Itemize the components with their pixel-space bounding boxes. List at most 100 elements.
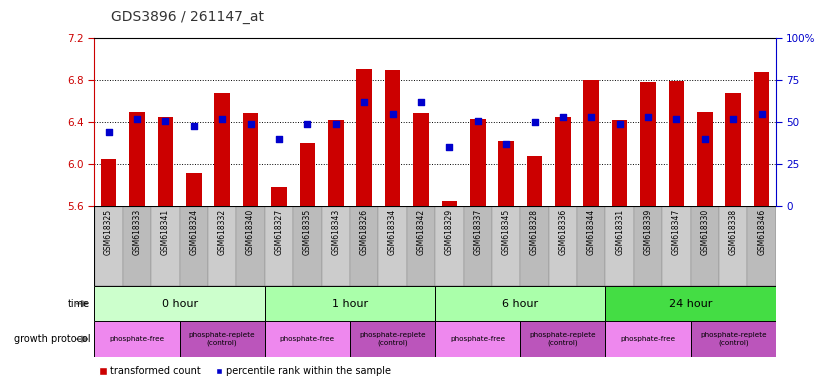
Point	[216, 116, 229, 122]
Text: GSM618347: GSM618347	[672, 209, 681, 255]
Text: GSM618344: GSM618344	[587, 209, 596, 255]
Point	[415, 99, 428, 105]
Bar	[101, 159, 117, 206]
Bar	[300, 143, 315, 206]
Bar	[151, 206, 180, 286]
Bar	[264, 206, 293, 286]
Bar	[378, 206, 406, 286]
Bar	[186, 172, 202, 206]
Bar	[697, 112, 713, 206]
Text: GDS3896 / 261147_at: GDS3896 / 261147_at	[111, 10, 264, 23]
Bar	[94, 321, 180, 357]
Point	[585, 114, 598, 120]
Text: GSM618329: GSM618329	[445, 209, 454, 255]
Text: GSM618333: GSM618333	[132, 209, 141, 255]
Text: GSM618343: GSM618343	[331, 209, 340, 255]
Text: GSM618332: GSM618332	[218, 209, 227, 255]
Text: GSM618342: GSM618342	[416, 209, 425, 255]
Bar	[470, 119, 485, 206]
Point	[158, 118, 172, 124]
Bar	[442, 201, 457, 206]
Bar	[158, 117, 173, 206]
Bar	[726, 93, 741, 206]
Text: phosphate-replete
(control): phosphate-replete (control)	[189, 333, 255, 346]
Bar	[435, 206, 464, 286]
Bar	[555, 117, 571, 206]
Point	[499, 141, 512, 147]
Bar	[214, 93, 230, 206]
Text: GSM618334: GSM618334	[388, 209, 397, 255]
Bar	[264, 321, 350, 357]
Bar	[94, 206, 123, 286]
Point	[641, 114, 654, 120]
Text: GSM618339: GSM618339	[644, 209, 653, 255]
Point	[273, 136, 286, 142]
Bar	[548, 206, 577, 286]
Text: growth protocol: growth protocol	[14, 334, 90, 344]
Text: GSM618331: GSM618331	[615, 209, 624, 255]
Bar	[606, 321, 690, 357]
Bar	[243, 113, 259, 206]
Point	[557, 114, 570, 120]
Point	[727, 116, 740, 122]
Text: 6 hour: 6 hour	[502, 299, 539, 309]
Text: 1 hour: 1 hour	[332, 299, 368, 309]
Point	[613, 121, 626, 127]
Bar	[406, 206, 435, 286]
Text: GSM618325: GSM618325	[104, 209, 113, 255]
Legend: transformed count, percentile rank within the sample: transformed count, percentile rank withi…	[99, 366, 391, 376]
Point	[670, 116, 683, 122]
Text: GSM618337: GSM618337	[473, 209, 482, 255]
Text: GSM618341: GSM618341	[161, 209, 170, 255]
Bar	[350, 206, 378, 286]
Bar	[663, 206, 690, 286]
Bar	[584, 80, 599, 206]
Bar	[236, 206, 264, 286]
Text: phosphate-replete
(control): phosphate-replete (control)	[700, 333, 767, 346]
Text: GSM618327: GSM618327	[274, 209, 283, 255]
Bar	[435, 286, 606, 321]
Bar	[435, 321, 521, 357]
Bar	[123, 206, 151, 286]
Bar	[690, 206, 719, 286]
Bar	[129, 112, 144, 206]
Bar	[719, 206, 747, 286]
Bar	[612, 120, 627, 206]
Bar	[385, 70, 401, 206]
Text: 0 hour: 0 hour	[162, 299, 198, 309]
Point	[300, 121, 314, 127]
Point	[358, 99, 371, 105]
Bar	[208, 206, 236, 286]
Bar	[264, 286, 435, 321]
Point	[102, 129, 115, 136]
Text: GSM618326: GSM618326	[360, 209, 369, 255]
Bar	[293, 206, 322, 286]
Bar	[690, 321, 776, 357]
Text: 24 hour: 24 hour	[669, 299, 713, 309]
Text: GSM618346: GSM618346	[757, 209, 766, 255]
Bar	[492, 206, 521, 286]
Point	[443, 144, 456, 151]
Text: phosphate-free: phosphate-free	[280, 336, 335, 342]
Text: phosphate-free: phosphate-free	[109, 336, 164, 342]
Point	[755, 111, 768, 117]
Bar	[754, 72, 769, 206]
Text: GSM618335: GSM618335	[303, 209, 312, 255]
Point	[386, 111, 399, 117]
Text: time: time	[68, 299, 90, 309]
Bar	[180, 206, 208, 286]
Text: phosphate-free: phosphate-free	[450, 336, 505, 342]
Text: phosphate-replete
(control): phosphate-replete (control)	[360, 333, 426, 346]
Bar	[498, 141, 514, 206]
Bar	[180, 321, 264, 357]
Bar	[527, 156, 543, 206]
Point	[187, 122, 200, 129]
Text: GSM618340: GSM618340	[246, 209, 255, 255]
Bar	[94, 286, 264, 321]
Bar	[356, 69, 372, 206]
Bar	[521, 321, 606, 357]
Bar	[413, 113, 429, 206]
Text: GSM618330: GSM618330	[700, 209, 709, 255]
Text: GSM618338: GSM618338	[729, 209, 738, 255]
Text: GSM618324: GSM618324	[190, 209, 199, 255]
